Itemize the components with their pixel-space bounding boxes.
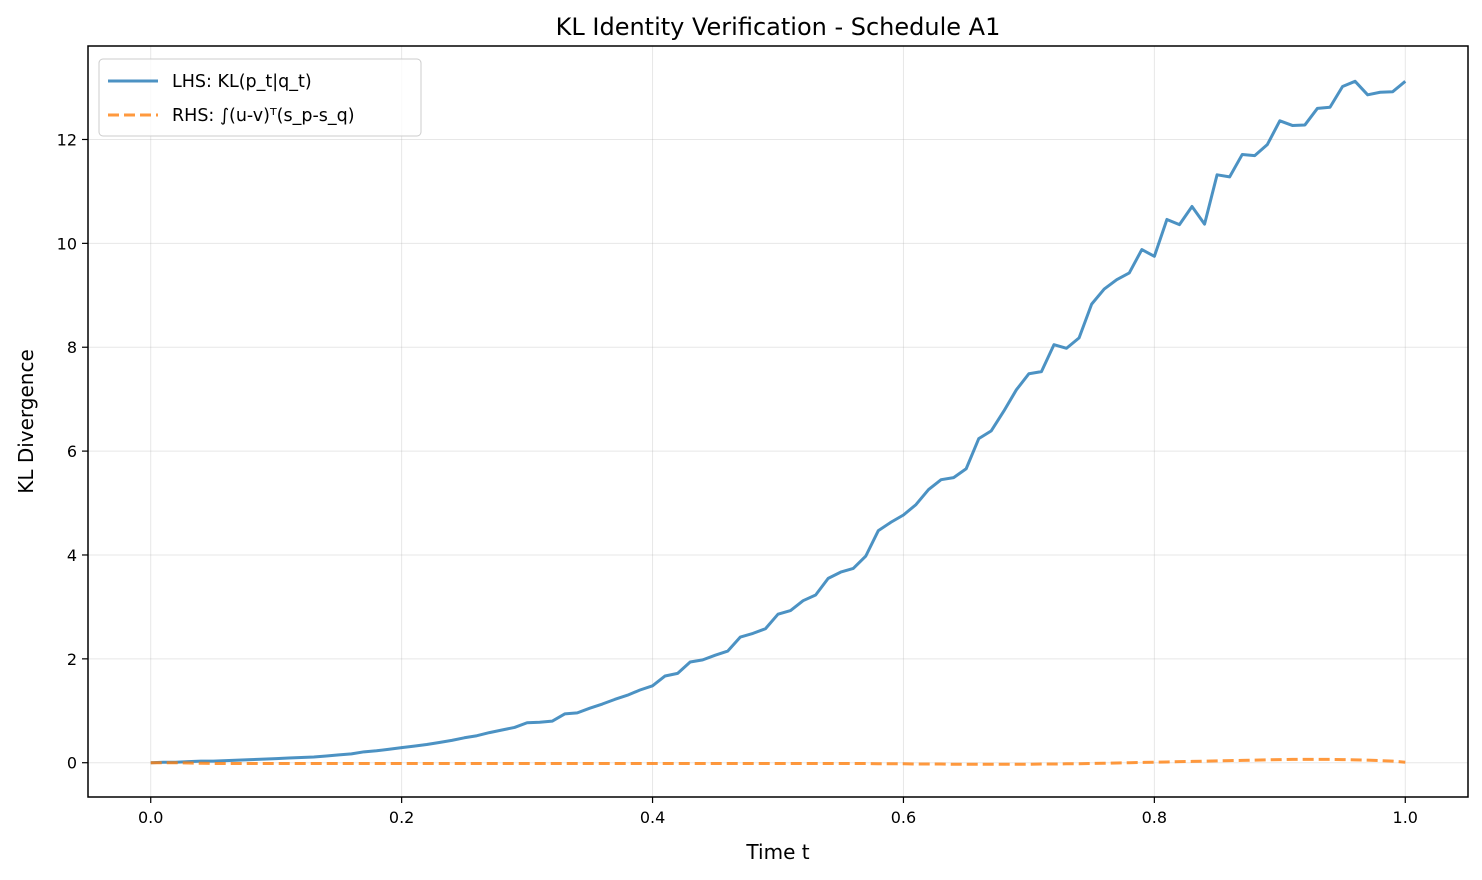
x-tick-label: 0.4 — [640, 808, 665, 827]
x-tick-label: 0.6 — [891, 808, 916, 827]
legend-label-lhs: LHS: KL(p_t|q_t) — [172, 72, 312, 92]
x-tick-label: 0.2 — [389, 808, 414, 827]
y-tick-label: 8 — [67, 338, 77, 357]
y-tick-label: 12 — [57, 130, 77, 149]
y-tick-label: 4 — [67, 546, 77, 565]
series-line-rhs — [150, 757, 1406, 766]
series-line-lhs — [150, 79, 1407, 765]
legend-label-rhs: RHS: ∫(u-v)ᵀ(s_p-s_q) — [172, 106, 355, 126]
y-tick-label: 0 — [67, 754, 77, 773]
series-layer — [150, 79, 1407, 766]
axis-ticks: 0.0 0.2 0.4 0.6 0.8 1.0 0 2 4 6 8 10 12 — [57, 130, 1418, 827]
legend-box — [98, 58, 422, 137]
x-tick-label: 0.8 — [1142, 808, 1167, 827]
x-tick-label: 0.0 — [138, 808, 163, 827]
y-tick-label: 10 — [57, 234, 77, 253]
x-axis-label: Time t — [745, 840, 809, 864]
x-tick-label: 1.0 — [1393, 808, 1418, 827]
legend: LHS: KL(p_t|q_t) RHS: ∫(u-v)ᵀ(s_p-s_q) — [98, 58, 422, 137]
grid — [88, 46, 1468, 797]
plot-frame — [87, 45, 1469, 798]
y-tick-label: 6 — [67, 442, 77, 461]
y-axis-label: KL Divergence — [14, 349, 38, 494]
chart-title: KL Identity Verification - Schedule A1 — [556, 13, 1001, 41]
y-tick-label: 2 — [67, 650, 77, 669]
